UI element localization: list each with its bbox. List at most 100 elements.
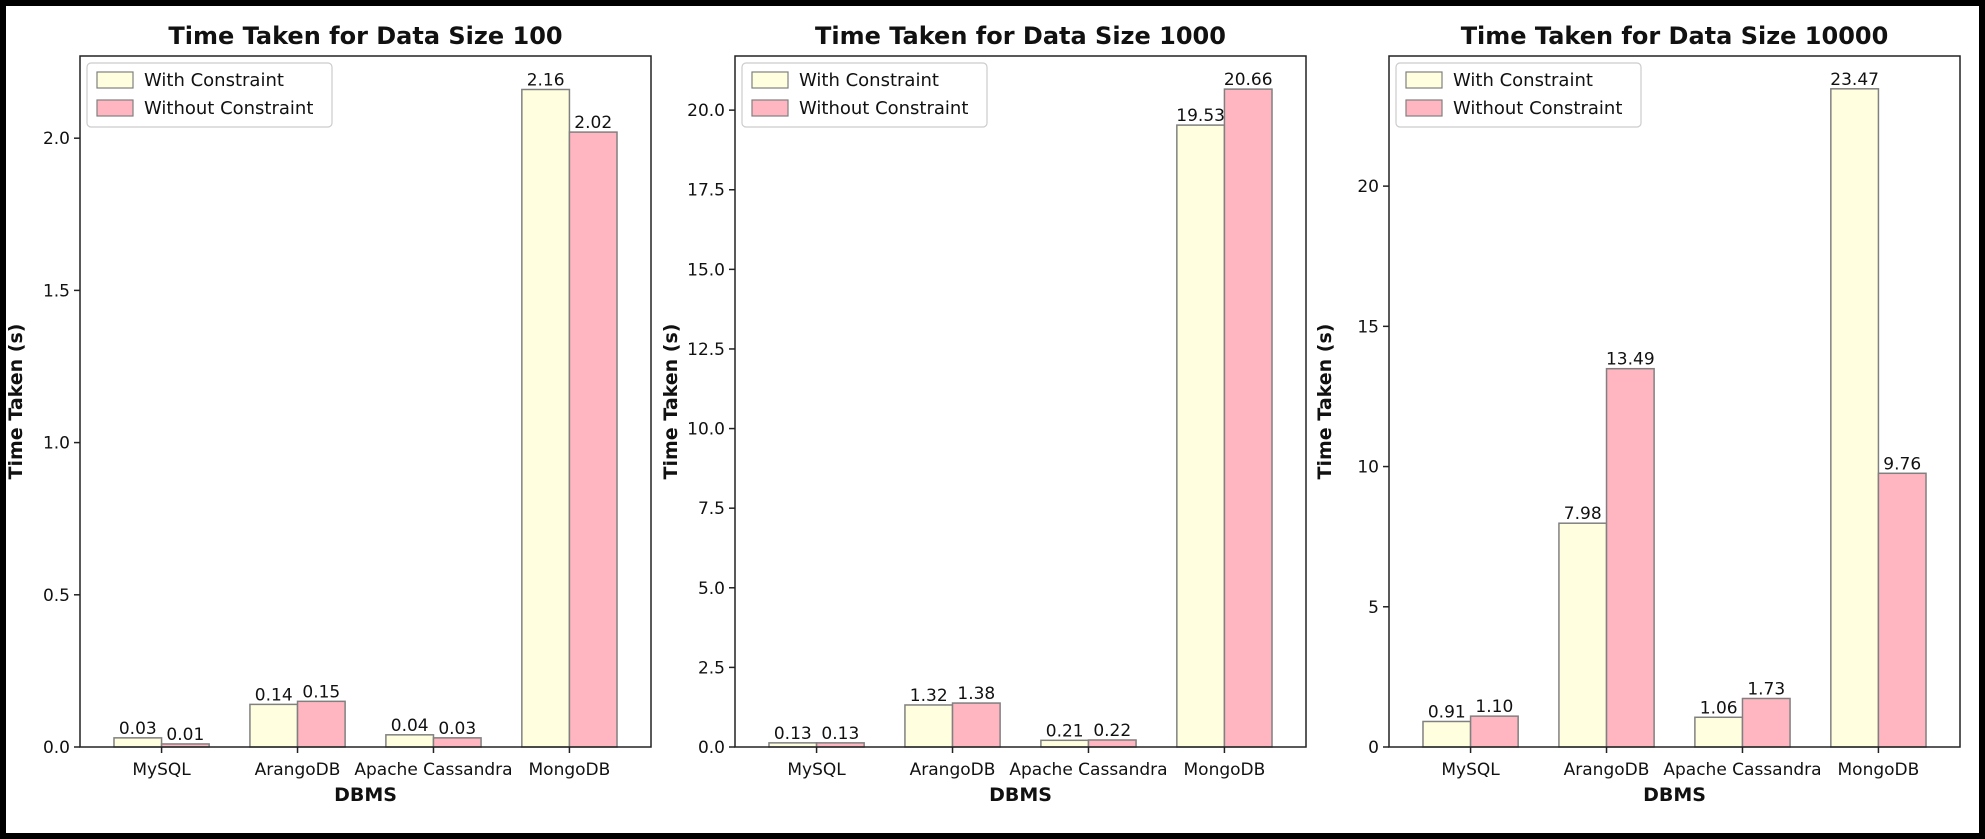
legend-box xyxy=(741,62,988,128)
data-label: 1.06 xyxy=(1700,698,1738,718)
legend-box xyxy=(1395,62,1642,128)
chart-panel-1: 0.03 0.14 0.04 2.16 0.01 0.15 0.03 2.02 0.0 0.5 1.… xyxy=(5,22,652,806)
bar-without-constraint-mongodb xyxy=(1223,88,1273,748)
y-axis-label: Time Taken (s) xyxy=(660,324,682,480)
x-tick-label: ArangoDB xyxy=(1564,760,1650,780)
data-label: 0.04 xyxy=(391,716,429,736)
bar-with-constraint-arangodb xyxy=(1558,522,1608,748)
chart-title: Time Taken for Data Size 10000 xyxy=(1461,22,1889,50)
data-label: 2.16 xyxy=(527,70,565,90)
legend-label: With Constraint xyxy=(144,70,284,91)
bar-without-constraint-apache-cassandra xyxy=(1741,697,1791,748)
data-label: 0.03 xyxy=(438,719,476,739)
data-label: 1.38 xyxy=(957,684,995,704)
legend: With Constraint Without Constraint xyxy=(1395,62,1642,128)
bar-with-constraint-arangodb xyxy=(904,704,954,748)
legend: With Constraint Without Constraint xyxy=(741,62,988,128)
data-label: 0.22 xyxy=(1093,721,1131,741)
legend-label: Without Constraint xyxy=(144,98,313,119)
bar-without-constraint-mongodb xyxy=(1877,472,1927,748)
data-label: 19.53 xyxy=(1176,106,1225,126)
legend-swatch-with-constraint xyxy=(751,71,789,89)
data-label: 0.03 xyxy=(119,719,157,739)
plot-frame xyxy=(79,55,652,748)
y-tick-label: 0.0 xyxy=(698,738,725,758)
legend-swatch-without-constraint xyxy=(751,99,789,117)
data-label: 1.10 xyxy=(1475,697,1513,717)
chart-panel-3: 0.91 7.98 1.06 23.47 1.10 13.49 1.73 9.76 0 5 10 15… xyxy=(1314,22,1961,806)
bar-with-constraint-mongodb xyxy=(1176,124,1226,748)
legend: With Constraint Without Constraint xyxy=(86,62,333,128)
bar-with-constraint-arangodb xyxy=(249,703,299,748)
x-axis-label: DBMS xyxy=(989,784,1052,806)
x-tick-label: MongoDB xyxy=(1184,760,1266,780)
bar-without-constraint-mysql xyxy=(1469,715,1519,748)
x-axis-label: DBMS xyxy=(334,784,397,806)
y-tick-label: 20 xyxy=(1357,177,1379,197)
plot-frame xyxy=(734,55,1307,748)
bar-without-constraint-arangodb xyxy=(951,702,1001,748)
bar-without-constraint-mongodb xyxy=(568,131,618,748)
y-tick-label: 10.0 xyxy=(687,420,725,440)
chart-canvas: 0.03 0.14 0.04 2.16 0.01 0.15 0.03 2.02 0.0 0.5 1.… xyxy=(5,22,1961,806)
chart-title: Time Taken for Data Size 100 xyxy=(168,22,562,50)
legend-label: Without Constraint xyxy=(799,98,968,119)
y-tick-label: 5.0 xyxy=(698,579,725,599)
bar-without-constraint-arangodb xyxy=(1605,367,1655,748)
x-tick-label: ArangoDB xyxy=(255,760,341,780)
y-tick-label: 2.5 xyxy=(698,658,725,678)
y-tick-label: 1.5 xyxy=(43,281,70,301)
bar-without-constraint-arangodb xyxy=(296,700,346,748)
data-label: 0.91 xyxy=(1428,702,1466,722)
data-label: 0.13 xyxy=(821,724,859,744)
y-tick-label: 10 xyxy=(1357,458,1379,478)
data-label: 13.49 xyxy=(1606,350,1655,370)
y-tick-label: 5 xyxy=(1368,598,1379,618)
x-tick-label: MongoDB xyxy=(1838,760,1920,780)
legend-swatch-without-constraint xyxy=(96,99,134,117)
legend-swatch-with-constraint xyxy=(1405,71,1443,89)
y-axis-label: Time Taken (s) xyxy=(1314,324,1336,480)
data-label: 1.73 xyxy=(1747,679,1785,699)
data-label: 2.02 xyxy=(574,113,612,133)
chart-title: Time Taken for Data Size 1000 xyxy=(815,22,1226,50)
y-tick-label: 0.0 xyxy=(43,738,70,758)
bar-with-constraint-mysql xyxy=(113,737,163,748)
data-label: 20.66 xyxy=(1224,70,1273,90)
legend-label: With Constraint xyxy=(1453,70,1593,91)
x-tick-label: MongoDB xyxy=(529,760,611,780)
y-tick-label: 0.5 xyxy=(43,586,70,606)
y-tick-label: 0 xyxy=(1368,738,1379,758)
bar-without-constraint-apache-cassandra xyxy=(1087,739,1137,748)
bar-with-constraint-mysql xyxy=(1422,720,1472,748)
data-label: 23.47 xyxy=(1830,70,1879,90)
data-label: 0.13 xyxy=(774,724,812,744)
y-axis-label: Time Taken (s) xyxy=(6,324,27,480)
y-tick-label: 15 xyxy=(1357,317,1379,337)
x-tick-label: MySQL xyxy=(787,760,846,780)
y-tick-label: 12.5 xyxy=(687,340,725,360)
data-label: 0.21 xyxy=(1046,721,1084,741)
y-tick-label: 17.5 xyxy=(687,181,725,201)
legend-swatch-without-constraint xyxy=(1405,99,1443,117)
y-tick-label: 1.0 xyxy=(43,434,70,454)
bar-with-constraint-apache-cassandra xyxy=(385,734,435,748)
bar-with-constraint-apache-cassandra xyxy=(1694,716,1744,748)
bar-with-constraint-mongodb xyxy=(521,88,571,748)
x-tick-label: ArangoDB xyxy=(910,760,996,780)
bar-with-constraint-mongodb xyxy=(1830,88,1880,748)
x-tick-label: Apache Cassandra xyxy=(1663,760,1821,780)
x-tick-label: MySQL xyxy=(132,760,191,780)
legend-box xyxy=(86,62,333,128)
data-label: 0.01 xyxy=(166,725,204,745)
y-tick-label: 7.5 xyxy=(698,499,725,519)
x-tick-label: MySQL xyxy=(1441,760,1500,780)
data-label: 0.15 xyxy=(302,682,340,702)
plot-frame xyxy=(1388,55,1961,748)
legend-label: Without Constraint xyxy=(1453,98,1622,119)
legend-label: With Constraint xyxy=(799,70,939,91)
x-axis-label: DBMS xyxy=(1643,784,1706,806)
data-label: 0.14 xyxy=(255,685,293,705)
data-label: 9.76 xyxy=(1883,454,1921,474)
